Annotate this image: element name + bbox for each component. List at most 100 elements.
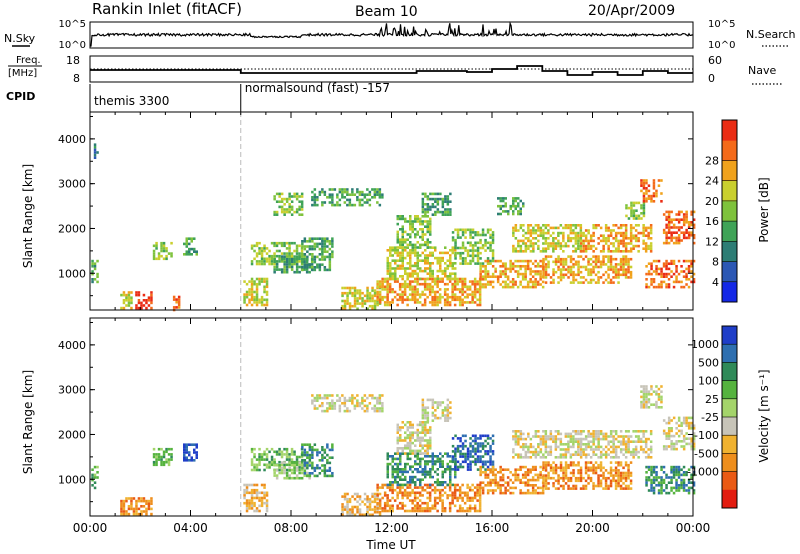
velocity-cell [434, 460, 437, 463]
velocity-cell [399, 426, 402, 429]
power-cell [268, 260, 271, 263]
freq-label: Freq. [16, 55, 41, 66]
velocity-cell [609, 450, 613, 454]
velocity-cell [358, 503, 362, 506]
power-cell [353, 302, 357, 305]
velocity-cell [519, 453, 523, 456]
velocity-cell [423, 483, 427, 487]
power-cell [649, 250, 653, 253]
velocity-cell [403, 488, 407, 492]
velocity-cell [321, 404, 324, 408]
power-cell [574, 263, 578, 266]
power-cell [497, 204, 500, 208]
velocity-cell [617, 479, 620, 483]
velocity-cell [273, 450, 276, 454]
velocity-cell [549, 437, 553, 441]
velocity-cell [589, 479, 593, 483]
velocity-cell [602, 487, 605, 490]
velocity-cell [321, 456, 324, 459]
power-cell [524, 278, 527, 281]
velocity-cell [373, 497, 377, 501]
velocity-cell [403, 509, 407, 513]
velocity-cell [393, 488, 397, 492]
velocity-cell [627, 476, 630, 480]
power-cell [263, 290, 266, 294]
velocity-cell [567, 448, 570, 451]
power-cell [404, 269, 407, 273]
power-cell [409, 215, 412, 218]
velocity-cell [406, 444, 409, 447]
velocity-cell [185, 446, 188, 449]
power-cell [536, 270, 540, 273]
power-cell [177, 298, 181, 301]
velocity-cell [268, 463, 271, 467]
power-cell [444, 275, 447, 278]
power-cell [248, 290, 251, 294]
velocity-cell [619, 448, 623, 451]
velocity-cell [399, 460, 402, 463]
power-scatter-region-20 [497, 197, 525, 216]
velocity-cell [624, 435, 628, 438]
power-cell [517, 239, 520, 243]
power-cell [280, 257, 284, 261]
power-cell [506, 283, 510, 286]
velocity-cell [559, 466, 563, 470]
power-cell [574, 260, 578, 264]
power-cell [609, 234, 613, 237]
velocity-cell [428, 491, 432, 495]
power-cell [336, 203, 339, 207]
power-cell [554, 263, 558, 266]
velocity-cell [326, 407, 329, 410]
power-cell [426, 210, 430, 214]
power-cell [321, 188, 324, 191]
power-cell [353, 291, 357, 295]
velocity-cell [632, 450, 635, 454]
velocity-cell [463, 501, 467, 505]
power-cell [549, 234, 553, 237]
velocity-cell [157, 453, 161, 456]
power-cell [522, 224, 525, 227]
power-cell [607, 265, 610, 269]
velocity-cell [461, 483, 464, 487]
velocity-cell [185, 451, 188, 454]
power-cell [388, 282, 392, 286]
velocity-cell [534, 430, 538, 433]
power-cell [358, 190, 362, 194]
velocity-cell [333, 402, 337, 405]
velocity-cell [411, 434, 414, 437]
velocity-cell [509, 491, 512, 495]
velocity-cell [542, 463, 545, 467]
velocity-cell [433, 491, 437, 495]
power-cell [260, 303, 264, 307]
power-cell [622, 239, 625, 243]
velocity-cell [258, 463, 261, 467]
velocity-cell [607, 435, 610, 438]
power-cell [295, 210, 299, 214]
power-cell [313, 242, 317, 246]
velocity-cell [321, 459, 324, 462]
power-cell [569, 265, 573, 269]
velocity-cell [433, 504, 437, 508]
velocity-cell [429, 398, 432, 402]
power-cell [574, 224, 578, 227]
power-cell [665, 234, 668, 237]
power-cell [499, 259, 502, 263]
power-cell [539, 272, 542, 276]
power-cell [677, 236, 681, 240]
power-cell [414, 269, 417, 273]
velocity-cell [378, 497, 382, 501]
power-cell [358, 193, 362, 196]
velocity-cell [426, 398, 430, 402]
power-cell [424, 225, 427, 228]
velocity-cell [245, 501, 249, 505]
velocity-cell [574, 432, 578, 436]
velocity-cell [577, 476, 580, 480]
velocity-cell [471, 434, 475, 438]
velocity-cell [552, 466, 555, 470]
power-cell [258, 260, 261, 263]
velocity-cell [539, 440, 543, 443]
power-cell [509, 265, 512, 268]
velocity-cell [624, 484, 628, 488]
velocity-cell [130, 505, 133, 508]
velocity-cell [557, 456, 560, 459]
